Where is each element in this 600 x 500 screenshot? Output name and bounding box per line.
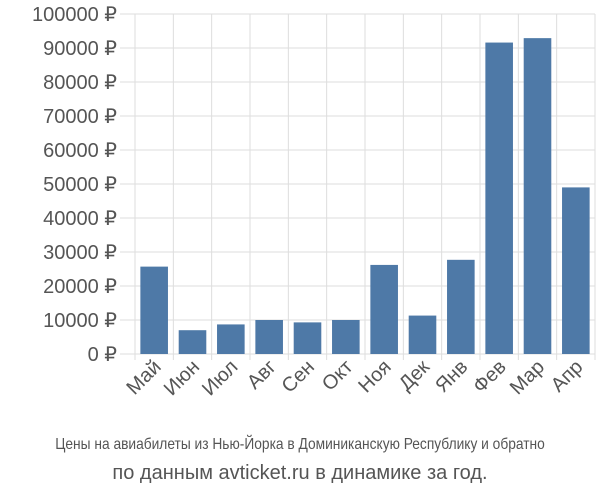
y-tick-label: 80000 ₽ [43, 72, 117, 94]
bar [408, 315, 437, 354]
bar [217, 324, 245, 354]
bar [485, 42, 513, 355]
x-tick-label: Окт [318, 356, 357, 395]
y-tick-label: 50000 ₽ [43, 174, 117, 196]
bar-chart: 0 ₽ 10000 ₽ 20000 ₽ 30000 ₽ 40000 ₽ 50000 ₽ 60… [32, 4, 596, 400]
bar [370, 264, 398, 354]
x-tick-label: Апр [547, 356, 588, 397]
y-tick-label: 60000 ₽ [43, 140, 117, 162]
bar [255, 320, 283, 354]
chart-caption-line2: по данным avticket.ru в динамике за год. [112, 462, 488, 484]
x-tick-label: Июн [160, 356, 204, 400]
x-tick-label: Дек [395, 356, 434, 395]
x-tick-label: Июл [198, 356, 242, 400]
y-tick-label: 40000 ₽ [43, 208, 117, 230]
bar [293, 322, 322, 354]
bar [140, 266, 168, 354]
y-tick-label: 10000 ₽ [43, 310, 117, 332]
y-tick-label: 0 ₽ [88, 344, 118, 366]
x-tick-label: Авг [243, 356, 281, 394]
y-tick-label: 90000 ₽ [43, 38, 117, 60]
bar [562, 187, 590, 354]
bar [332, 320, 360, 354]
bar [447, 259, 475, 354]
x-tick-label: Мар [506, 356, 549, 399]
y-tick-label: 70000 ₽ [43, 106, 117, 128]
y-tick-label: 30000 ₽ [43, 242, 117, 264]
bar [523, 38, 552, 354]
bar [178, 330, 207, 354]
x-tick-label: Ноя [354, 356, 395, 397]
x-tick-label: Сен [278, 356, 319, 397]
x-tick-label: Янв [431, 356, 472, 397]
x-tick-label: Фев [469, 356, 511, 398]
y-tick-label: 20000 ₽ [43, 276, 117, 298]
x-tick-label: Май [122, 356, 165, 399]
y-tick-label: 100000 ₽ [32, 4, 117, 26]
chart-caption-line1: Цены на авиабилеты из Нью-Йорка в Домини… [55, 436, 545, 453]
